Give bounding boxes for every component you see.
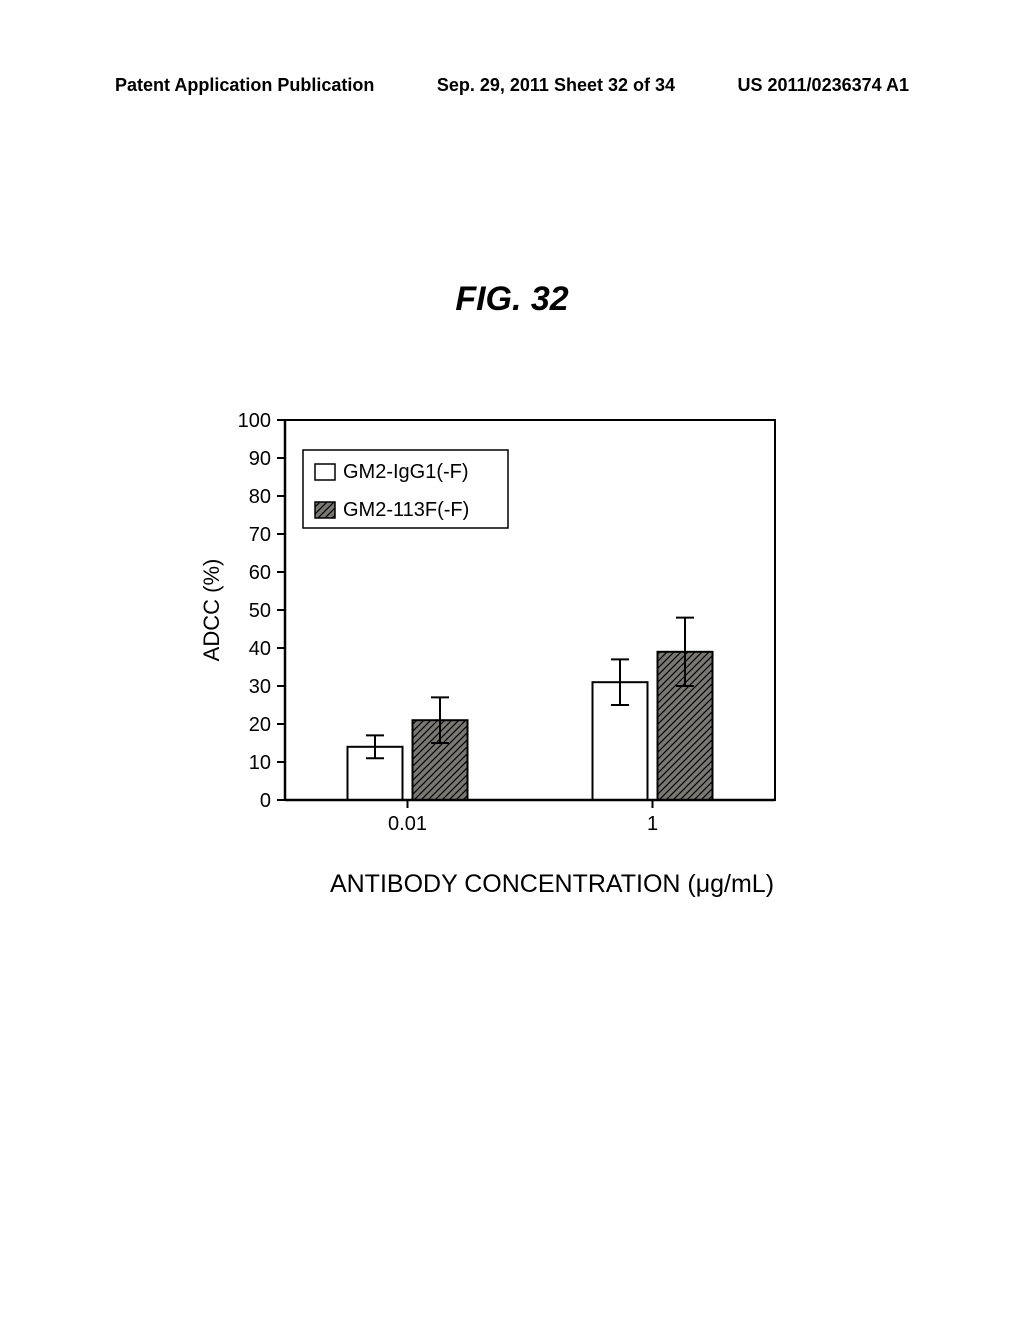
x-axis-label: ANTIBODY CONCENTRATION (μg/mL) xyxy=(0,870,1024,899)
svg-text:GM2-113F(-F): GM2-113F(-F) xyxy=(343,499,469,521)
page-header: Patent Application Publication Sep. 29, … xyxy=(0,75,1024,96)
svg-text:GM2-IgG1(-F): GM2-IgG1(-F) xyxy=(343,461,469,483)
header-right: US 2011/0236374 A1 xyxy=(738,75,909,96)
svg-text:20: 20 xyxy=(249,714,271,736)
svg-text:50: 50 xyxy=(249,600,271,622)
header-center: Sep. 29, 2011 Sheet 32 of 34 xyxy=(437,75,675,96)
svg-text:1: 1 xyxy=(647,813,658,835)
svg-text:10: 10 xyxy=(249,752,271,774)
svg-text:100: 100 xyxy=(238,410,271,432)
header-left: Patent Application Publication xyxy=(115,75,374,96)
svg-text:0.01: 0.01 xyxy=(388,813,427,835)
bar-chart: 0 10 20 30 40 50 60 70 80 90 100 ADCC (%) 0.01 1 GM2-I… xyxy=(195,410,795,870)
figure-title: FIG. 32 xyxy=(0,280,1024,319)
svg-text:40: 40 xyxy=(249,638,271,660)
svg-text:70: 70 xyxy=(249,524,271,546)
svg-text:60: 60 xyxy=(249,562,271,584)
svg-text:0: 0 xyxy=(260,790,271,812)
svg-text:80: 80 xyxy=(249,486,271,508)
svg-text:ADCC (%): ADCC (%) xyxy=(199,559,224,662)
svg-text:90: 90 xyxy=(249,448,271,470)
svg-text:30: 30 xyxy=(249,676,271,698)
chart-svg: 0 10 20 30 40 50 60 70 80 90 100 ADCC (%) 0.01 1 GM2-I… xyxy=(195,410,795,870)
